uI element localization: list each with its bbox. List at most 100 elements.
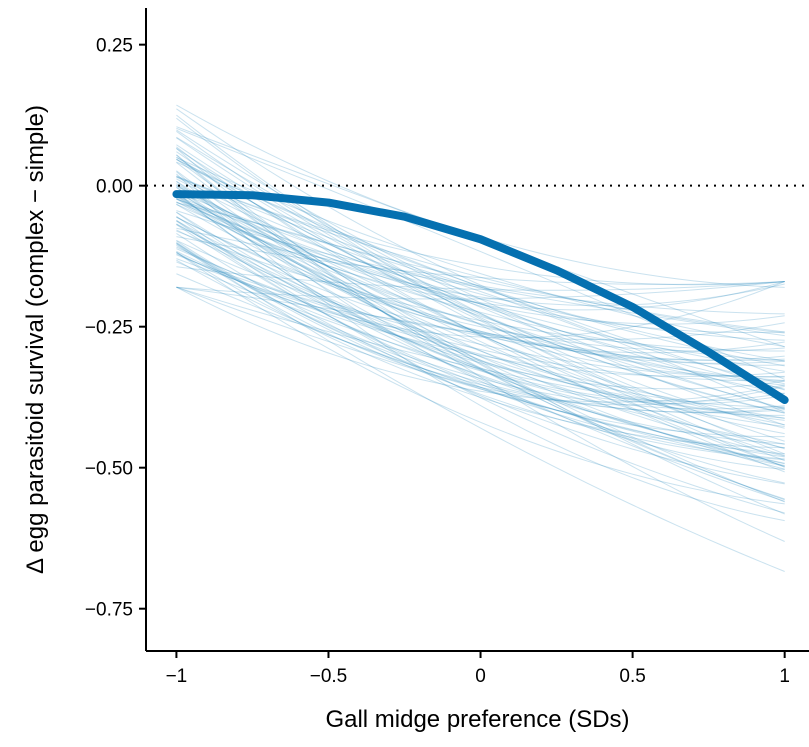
posterior-draw-line (176, 252, 785, 339)
posterior-draw-line (176, 198, 785, 364)
mean-line (172, 190, 789, 404)
posterior-draw-line (176, 161, 785, 391)
posterior-draw-line (176, 173, 785, 522)
posterior-draw-line (176, 203, 785, 361)
posterior-draw-line (176, 170, 785, 500)
posterior-draw-line (176, 224, 785, 455)
posterior-draw-line (176, 190, 785, 503)
posterior-draw-line (176, 243, 785, 461)
posterior-draw-line (176, 250, 785, 377)
posterior-draw-line (176, 215, 785, 514)
y-tick-label: 0.00 (96, 177, 133, 198)
x-tick-label: 0 (475, 666, 486, 687)
x-tick-label: 1 (779, 666, 790, 687)
posterior-draw-line (176, 202, 785, 413)
posterior-draw-line (176, 239, 785, 378)
posterior-draw-line (176, 281, 785, 300)
posterior-draw-line (176, 223, 785, 428)
y-axis-title: Δ egg parasitoid survival (complex − sim… (22, 105, 49, 574)
posterior-draw-line (176, 198, 785, 409)
y-tick-label: −0.50 (85, 459, 133, 480)
posterior-draw-line (176, 286, 785, 403)
posterior-draw-line (176, 251, 785, 449)
x-axis-title: Gall midge preference (SDs) (325, 706, 629, 733)
posterior-draw-line (176, 258, 785, 419)
posterior-draw-line (176, 185, 785, 468)
posterior-draw-line (176, 227, 785, 337)
y-tick-label: −0.75 (85, 600, 133, 621)
posterior-draw-line (176, 220, 785, 354)
posterior-draw-line (176, 181, 785, 408)
posterior-draw-line (176, 241, 785, 413)
posterior-draw-line (176, 240, 785, 438)
posterior-draw-line (176, 253, 785, 467)
posterior-draw-line (176, 195, 785, 306)
posterior-draw-line (176, 175, 785, 286)
posterior-draw-line (176, 266, 785, 291)
posterior-draw-line (176, 192, 785, 402)
posterior-draw-line (176, 203, 785, 362)
posterior-draw-line (176, 144, 785, 414)
posterior-draw-line (176, 223, 785, 465)
posterior-draw-line (176, 273, 785, 467)
posterior-draw-line (176, 286, 785, 395)
posterior-draw-line (176, 154, 785, 484)
posterior-draw-line (176, 243, 785, 406)
posterior-draw-line (176, 201, 785, 372)
posterior-draw-line (176, 187, 785, 470)
posterior-draw-line (176, 184, 785, 468)
posterior-draw-line (176, 159, 785, 367)
posterior-draw-line (176, 259, 785, 414)
x-tick-label: 0.5 (619, 666, 645, 687)
posterior-draw-line (176, 195, 785, 457)
posterior-draw-line (176, 201, 785, 457)
x-tick-label: −0.5 (310, 666, 348, 687)
posterior-draw-line (176, 220, 785, 460)
posterior-draw-line (176, 117, 785, 450)
posterior-draw-line (176, 211, 785, 502)
posterior-draw-line (176, 158, 785, 515)
posterior-draw-line (176, 129, 785, 410)
posterior-draw-line (176, 183, 785, 325)
posterior-draw-line (176, 216, 785, 352)
posterior-draw-line (176, 286, 785, 464)
posterior-draw-line (176, 195, 785, 390)
axes-layer: −0.75−0.50−0.250.000.25−1 −0.5 0 0.5 1 (85, 8, 809, 687)
x-tick-label: −1 (166, 666, 188, 687)
posterior-draw-line (176, 114, 785, 429)
posterior-draw-line (176, 176, 785, 334)
posterior-draw-line (176, 146, 785, 435)
posterior-draw-line (176, 191, 785, 400)
posterior-draw-line (176, 151, 785, 473)
posterior-draw-line (176, 185, 785, 366)
posterior-draw-line (176, 191, 785, 405)
posterior-draw-line (176, 162, 785, 501)
posterior-draw-line (176, 180, 785, 426)
posterior-draw-line (176, 229, 785, 449)
posterior-draw-line (176, 236, 785, 285)
posterior-draw-line (176, 286, 785, 421)
posterior-draw-line (176, 154, 785, 542)
posterior-draw-line (176, 190, 785, 378)
y-tick-label: −0.25 (85, 318, 133, 339)
posterior-draw-line (176, 246, 785, 419)
posterior-draw-line (176, 219, 785, 390)
posterior-draw-line (176, 248, 785, 382)
posterior-draw-line (176, 156, 785, 414)
posterior-draw-line (176, 186, 785, 458)
posterior-draws-layer (176, 104, 785, 572)
posterior-draw-line (176, 196, 785, 311)
posterior-draw-line (176, 230, 785, 352)
posterior-draw-line (176, 211, 785, 445)
posterior-draw-line (176, 261, 785, 445)
posterior-draw-line (176, 233, 785, 485)
mean-line-layer (172, 190, 789, 404)
y-tick-label: 0.25 (96, 36, 133, 57)
posterior-draw-line (176, 198, 785, 333)
posterior-draw-line (176, 158, 785, 455)
posterior-draw-line (176, 216, 785, 362)
posterior-draw-line (176, 148, 785, 416)
posterior-draw-line (176, 137, 785, 442)
